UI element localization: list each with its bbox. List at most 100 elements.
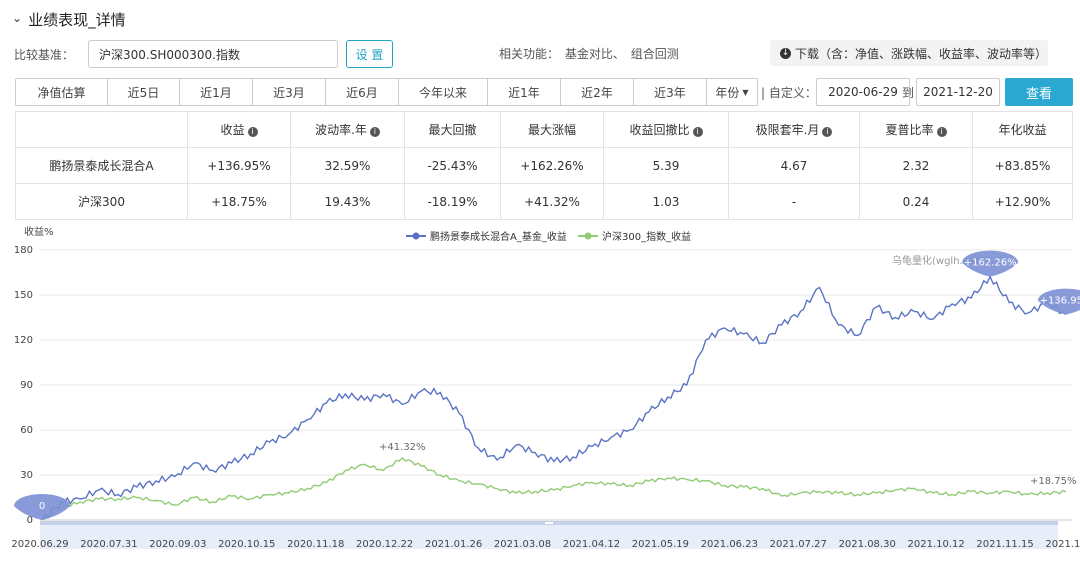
y-tick-label: 180 bbox=[14, 245, 33, 256]
cell-sharpe: 0.24 bbox=[859, 183, 973, 220]
cell-max-gain: +162.26% bbox=[500, 147, 604, 184]
x-tick-label: 2021.04.12 bbox=[563, 539, 620, 550]
caret-down-icon: ▼ bbox=[742, 87, 749, 97]
tab-1y[interactable]: 近1年 bbox=[488, 79, 561, 105]
to-label: 到 bbox=[902, 86, 915, 100]
related-label: 相关功能： bbox=[499, 47, 560, 61]
start-date-input[interactable] bbox=[816, 78, 910, 106]
cell-sharpe: 2.32 bbox=[859, 147, 973, 184]
header-volatility-label: 波动率.年 bbox=[315, 123, 367, 137]
end-date-input[interactable] bbox=[916, 78, 1000, 106]
period-row: 净值估算 近5日 近1月 近3月 近6月 今年以来 近1年 近2年 近3年 年份… bbox=[15, 78, 1075, 106]
tab-year-label: 年份 bbox=[715, 85, 740, 100]
x-tick-label: 2020.11.18 bbox=[287, 539, 344, 550]
cell-volatility: 32.59% bbox=[290, 147, 405, 184]
x-tick-label: 2021.08.30 bbox=[839, 539, 896, 550]
marker-balloon: +136.95% bbox=[1038, 288, 1080, 315]
info-icon[interactable]: i bbox=[692, 127, 703, 137]
tab-3y[interactable]: 近3年 bbox=[634, 79, 707, 105]
marker-balloon: 0 bbox=[14, 494, 70, 520]
marker-label: +162.26% bbox=[964, 258, 1017, 269]
section-header[interactable]: ⌄ 业绩表现_详情 bbox=[12, 8, 126, 30]
table-row: 沪深300 +18.75% 19.43% -18.19% +41.32% 1.0… bbox=[15, 183, 1073, 220]
table-header-max-gain: 最大涨幅 bbox=[500, 111, 604, 148]
legend-label[interactable]: 鹏扬景泰成长混合A_基金_收益 bbox=[430, 230, 567, 243]
table-header-return-drawdown-ratio: 收益回撤比 i bbox=[603, 111, 729, 148]
table-header-annualized: 年化收益 bbox=[972, 111, 1073, 148]
x-tick-label: 2020.06.29 bbox=[11, 539, 68, 550]
cell-trapped: 4.67 bbox=[728, 147, 860, 184]
x-tick-label: 2021.07.27 bbox=[770, 539, 827, 550]
legend-swatch-dot bbox=[412, 232, 420, 240]
tab-2y[interactable]: 近2年 bbox=[561, 79, 634, 105]
table-row: 鹏扬景泰成长混合A +136.95% 32.59% -25.43% +162.2… bbox=[15, 147, 1073, 184]
return-chart: 收益% 鹏扬景泰成长混合A_基金_收益 沪深300_指数_收益 0 30 60 90 12… bbox=[11, 225, 1080, 550]
benchmark-input[interactable] bbox=[88, 40, 338, 68]
tab-6m[interactable]: 近6月 bbox=[326, 79, 399, 105]
x-tick-label: 2020.10.15 bbox=[218, 539, 275, 550]
series-line bbox=[41, 274, 1067, 521]
header-trapped-label: 极限套牢.月 bbox=[755, 123, 820, 137]
performance-table: 收益 i 波动率.年 i 最大回撤 最大涨幅 收益回撤比 i 极限套牢.月 i 夏普比率… bbox=[15, 111, 1073, 220]
y-tick-label: 120 bbox=[14, 335, 33, 346]
info-icon[interactable]: i bbox=[822, 127, 833, 137]
related-link-fund-compare[interactable]: 基金对比、 bbox=[564, 47, 625, 61]
tab-nav-estimate[interactable]: 净值估算 bbox=[16, 79, 108, 105]
tab-year-dropdown[interactable]: 年份 ▼ bbox=[707, 79, 757, 105]
y-tick-label: 90 bbox=[20, 380, 33, 391]
benchmark-label: 比较基准： bbox=[14, 48, 75, 62]
cell-ratio: 5.39 bbox=[603, 147, 729, 184]
related-link-portfolio-backtest[interactable]: 组合回测 bbox=[630, 47, 679, 61]
y-tick-label: 150 bbox=[14, 290, 33, 301]
tab-1m[interactable]: 近1月 bbox=[180, 79, 253, 105]
query-button[interactable]: 查看 bbox=[1005, 78, 1073, 106]
x-tick-label: 2020.07.31 bbox=[80, 539, 137, 550]
tab-5d[interactable]: 近5日 bbox=[108, 79, 180, 105]
custom-range-label: | 自定义： bbox=[761, 86, 817, 100]
chart-legend: 鹏扬景泰成长混合A_基金_收益 沪深300_指数_收益 bbox=[406, 230, 691, 243]
cell-volatility: 19.43% bbox=[290, 183, 405, 220]
x-tick-label: 2021.10.12 bbox=[908, 539, 965, 550]
chevron-down-icon[interactable]: ⌄ bbox=[12, 11, 23, 25]
series-line bbox=[41, 457, 1067, 521]
row-name: 沪深300 bbox=[15, 183, 188, 220]
zoom-track[interactable] bbox=[40, 521, 1058, 549]
y-tick-label: 60 bbox=[20, 425, 33, 436]
marker-balloon: +162.26% bbox=[962, 250, 1019, 277]
x-tick-label: 2021.05.19 bbox=[632, 539, 689, 550]
table-header-trapped-months: 极限套牢.月 i bbox=[728, 111, 860, 148]
set-benchmark-button[interactable]: 设 置 bbox=[346, 40, 393, 68]
zoom-grip[interactable] bbox=[545, 522, 553, 524]
table-header-sharpe: 夏普比率 i bbox=[859, 111, 973, 148]
info-icon[interactable]: i bbox=[936, 127, 947, 137]
header-return-label: 收益 bbox=[220, 123, 245, 137]
marker-bubble bbox=[1038, 288, 1080, 315]
header-sharpe-label: 夏普比率 bbox=[885, 123, 934, 137]
x-tick-label: 2021.06.23 bbox=[701, 539, 758, 550]
x-tick-label: 2020.12.22 bbox=[356, 539, 413, 550]
cell-return: +136.95% bbox=[187, 147, 291, 184]
y-tick-label: 30 bbox=[20, 470, 33, 481]
table-header-row: 收益 i 波动率.年 i 最大回撤 最大涨幅 收益回撤比 i 极限套牢.月 i 夏普比率… bbox=[15, 111, 1073, 148]
cell-max-drawdown: -18.19% bbox=[404, 183, 501, 220]
legend-swatch-dot bbox=[584, 232, 592, 240]
x-tick-label: 2021.01.26 bbox=[425, 539, 482, 550]
info-icon[interactable]: i bbox=[247, 127, 258, 137]
cell-return: +18.75% bbox=[187, 183, 291, 220]
download-button[interactable]: ↓ 下载（含：净值、涨跌幅、收益率、波动率等） bbox=[770, 40, 1048, 66]
info-icon[interactable]: i bbox=[369, 127, 380, 137]
cell-annualized: +12.90% bbox=[972, 183, 1073, 220]
x-tick-label: 2021.03.08 bbox=[494, 539, 551, 550]
marker-label: +136.95% bbox=[1040, 296, 1080, 307]
tab-ytd[interactable]: 今年以来 bbox=[399, 79, 488, 105]
tab-3m[interactable]: 近3月 bbox=[253, 79, 326, 105]
y-tick-label: 0 bbox=[27, 515, 33, 526]
x-tick-label: 2020.09.03 bbox=[149, 539, 206, 550]
marker-bubble bbox=[14, 494, 70, 520]
y-axis-ticks: 0 30 60 90 120 150 180 bbox=[14, 245, 33, 526]
cell-trapped: - bbox=[728, 183, 860, 220]
table-header-volatility: 波动率.年 i bbox=[290, 111, 405, 148]
legend-label[interactable]: 沪深300_指数_收益 bbox=[602, 230, 691, 243]
zoom-slider[interactable] bbox=[40, 521, 1058, 549]
cell-annualized: +83.85% bbox=[972, 147, 1073, 184]
